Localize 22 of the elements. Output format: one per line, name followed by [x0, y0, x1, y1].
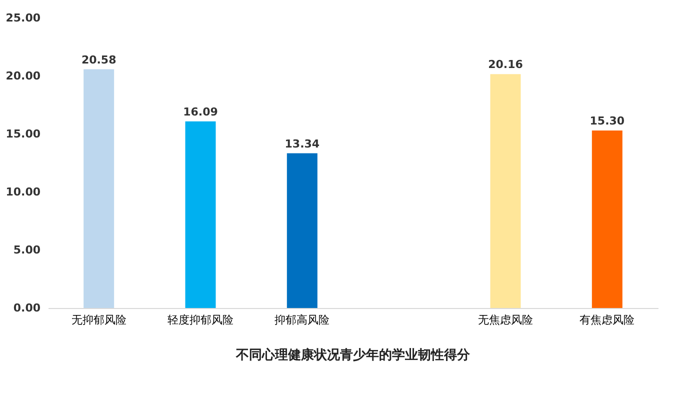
data-label: 20.16: [488, 58, 524, 72]
bar: [490, 74, 521, 308]
y-tick-label: 20.00: [6, 70, 41, 82]
x-tick-label: 无焦虑风险: [478, 314, 533, 326]
y-tick-label: 5.00: [13, 244, 41, 256]
y-tick-label: 25.00: [6, 12, 41, 24]
y-tick-label: 10.00: [6, 186, 41, 198]
y-tick-label: 0.00: [13, 302, 41, 314]
x-tick-label: 无抑郁风险: [71, 314, 126, 326]
x-tick-label: 抑郁高风险: [274, 314, 330, 326]
y-tick-label: 15.00: [6, 128, 41, 140]
bar: [185, 121, 216, 308]
x-tick-label: 有焦虑风险: [580, 314, 635, 326]
bar: [84, 69, 114, 308]
x-tick-label: 轻度抑郁风险: [168, 314, 234, 326]
data-label: 15.30: [590, 114, 625, 128]
bar: [592, 130, 622, 308]
bar: [286, 153, 318, 308]
data-label: 20.58: [81, 53, 116, 66]
data-label: 16.09: [183, 105, 218, 118]
text: 不同心理健康状况青少年的学业韧性得分: [235, 347, 471, 363]
data-label: 13.34: [284, 137, 320, 150]
